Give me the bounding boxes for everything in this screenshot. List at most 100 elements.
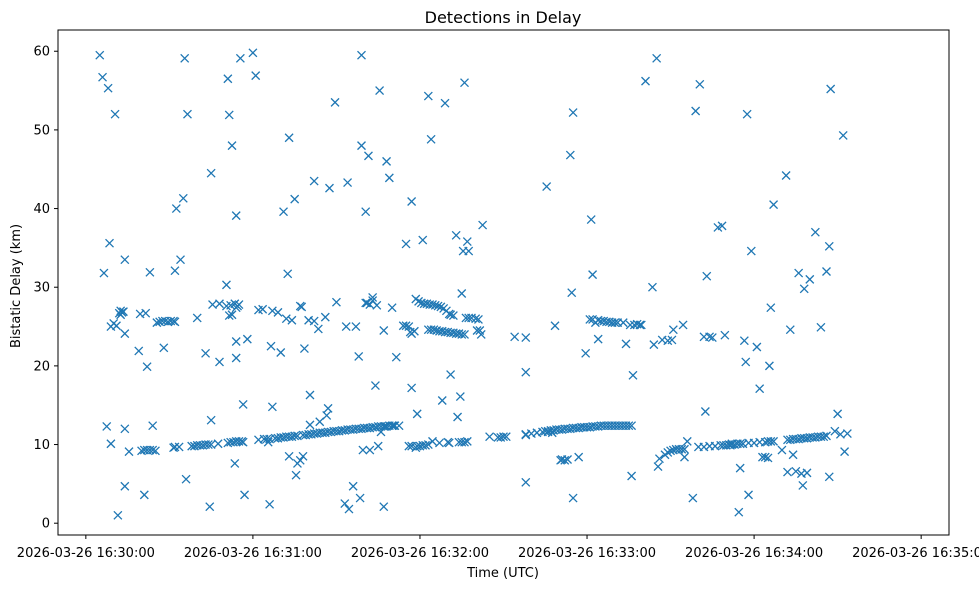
- x-tick-label: 2026-03-26 16:35:00: [852, 546, 979, 561]
- data-point: [266, 341, 276, 351]
- data-point: [348, 481, 358, 491]
- data-point: [231, 337, 241, 346]
- y-tick-label: 40: [33, 202, 50, 217]
- data-point: [106, 439, 116, 449]
- chart-title: Detections in Delay: [425, 8, 582, 27]
- data-point: [382, 156, 392, 166]
- data-point: [430, 300, 440, 310]
- data-point: [357, 141, 366, 151]
- data-point: [649, 340, 659, 350]
- data-point: [521, 430, 531, 440]
- data-point: [739, 336, 749, 346]
- data-point: [822, 267, 831, 276]
- data-point: [648, 282, 657, 292]
- data-point: [230, 458, 240, 468]
- data-point: [112, 321, 121, 331]
- data-point: [810, 227, 820, 237]
- data-point: [418, 235, 428, 245]
- data-point: [223, 74, 233, 84]
- data-point: [148, 445, 158, 455]
- data-point: [830, 426, 840, 436]
- x-tick-label: 2026-03-26 16:32:00: [351, 546, 489, 561]
- data-point: [423, 91, 433, 101]
- data-point: [440, 98, 450, 108]
- data-point: [436, 302, 446, 312]
- data-point: [822, 431, 831, 441]
- data-point: [215, 357, 224, 367]
- data-point: [401, 321, 411, 331]
- data-point: [791, 466, 801, 476]
- data-point: [446, 370, 456, 379]
- data-point: [120, 329, 130, 339]
- data-point: [666, 446, 676, 456]
- data-point: [309, 316, 319, 326]
- data-point: [379, 502, 389, 512]
- data-point: [457, 289, 467, 298]
- data-point: [641, 76, 650, 86]
- series-2: [95, 48, 852, 520]
- data-point: [376, 427, 386, 437]
- data-point: [798, 480, 808, 490]
- data-point: [178, 193, 188, 203]
- data-point: [242, 334, 252, 344]
- data-point: [145, 267, 155, 277]
- data-point: [120, 481, 130, 491]
- data-point: [742, 109, 752, 119]
- data-point: [113, 510, 123, 520]
- data-point: [358, 445, 368, 455]
- data-point: [363, 151, 373, 161]
- data-point: [373, 441, 383, 451]
- data-point: [313, 324, 323, 334]
- data-point: [305, 420, 315, 430]
- data-point: [627, 471, 637, 481]
- data-point: [409, 326, 419, 336]
- data-point: [384, 173, 394, 183]
- data-point: [141, 308, 151, 318]
- data-point: [563, 455, 573, 464]
- data-point: [636, 320, 646, 330]
- data-point: [330, 97, 340, 107]
- data-point: [183, 109, 192, 119]
- data-point: [588, 270, 598, 280]
- data-point: [652, 53, 662, 63]
- data-point: [428, 436, 437, 446]
- data-point: [331, 297, 341, 307]
- plot-frame: [57, 29, 950, 536]
- data-point: [354, 351, 364, 361]
- data-point: [763, 453, 773, 463]
- data-point: [501, 432, 511, 442]
- data-point: [283, 269, 293, 279]
- data-point: [816, 322, 826, 332]
- data-point: [139, 490, 149, 500]
- data-point: [404, 441, 414, 451]
- data-point: [794, 268, 804, 278]
- data-point: [426, 134, 436, 144]
- data-point: [116, 310, 126, 320]
- data-point: [201, 348, 211, 358]
- data-point: [394, 421, 404, 431]
- data-point: [325, 183, 334, 193]
- data-point: [291, 470, 301, 480]
- data-point: [819, 432, 829, 442]
- data-point: [547, 428, 557, 438]
- data-point: [240, 490, 250, 500]
- data-point: [181, 474, 191, 484]
- data-point: [105, 238, 114, 248]
- data-point: [478, 220, 488, 230]
- data-point: [99, 268, 109, 278]
- data-point: [610, 318, 620, 328]
- data-point: [618, 318, 628, 328]
- data-point: [738, 439, 748, 449]
- data-point: [265, 499, 275, 509]
- marker-layer: [95, 48, 852, 520]
- data-point: [766, 436, 776, 446]
- data-point: [298, 451, 308, 461]
- data-point: [208, 300, 217, 309]
- data-point: [735, 463, 745, 473]
- data-point: [414, 296, 424, 306]
- y-tick-label: 60: [33, 45, 50, 60]
- data-point: [627, 421, 637, 431]
- data-point: [171, 204, 181, 214]
- data-point: [471, 314, 481, 324]
